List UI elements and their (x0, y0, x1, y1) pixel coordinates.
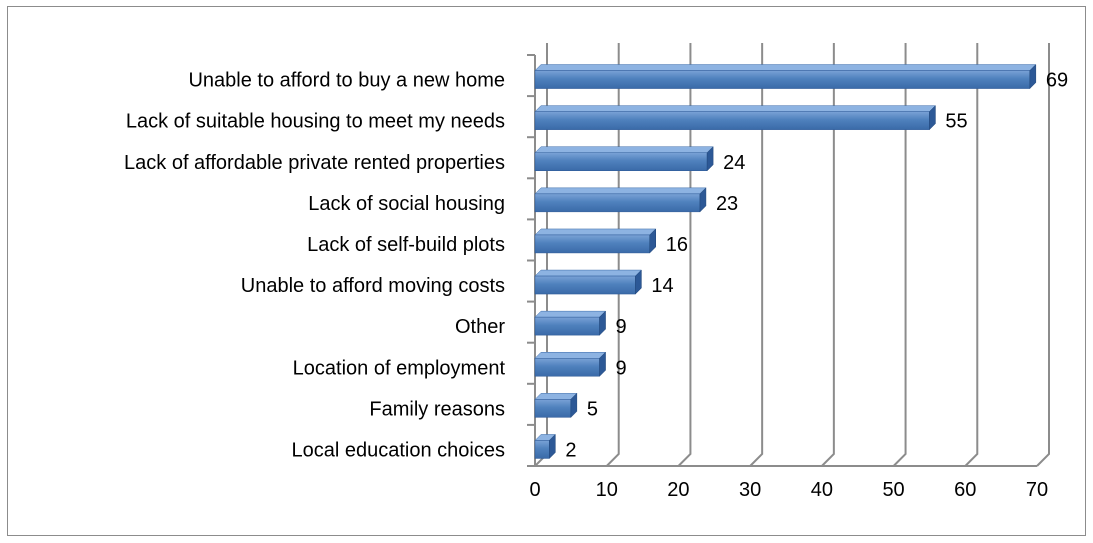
gridline (892, 43, 907, 467)
bar-side-face (635, 269, 642, 295)
bar-side-face (599, 310, 606, 336)
x-tick-label: 30 (739, 479, 761, 501)
bar-side-face (699, 187, 707, 213)
category-label: Lack of affordable private rented proper… (124, 152, 505, 174)
x-tick-label: 0 (529, 479, 540, 501)
gridline (606, 43, 620, 467)
category-label: Other (455, 316, 505, 338)
category-label: Unable to afford moving costs (241, 275, 505, 297)
bar-top-face (534, 64, 1037, 71)
gridline (677, 43, 692, 467)
bars (534, 63, 1037, 460)
data-label: 69 (1046, 70, 1068, 92)
category-label: Unable to afford to buy a new home (188, 70, 505, 92)
bar (534, 152, 708, 171)
data-label: 9 (616, 316, 627, 338)
category-label: Family reasons (369, 398, 505, 420)
category-label: Location of employment (293, 357, 506, 379)
data-label: 24 (723, 152, 745, 174)
bar-top-face (534, 310, 607, 318)
bar (534, 70, 1031, 89)
category-label: Lack of self-build plots (307, 234, 505, 256)
bar-top-face (534, 187, 707, 195)
data-label: 16 (666, 234, 688, 256)
data-label: 23 (716, 193, 738, 215)
bar (534, 440, 550, 459)
x-tick-labels: 0 10 20 30 40 50 60 70 (529, 479, 1048, 501)
gridline (1036, 43, 1050, 467)
x-tick-label: 40 (811, 479, 833, 501)
x-tick-label: 50 (882, 479, 904, 501)
gridline (821, 43, 835, 467)
bar-side-face (649, 228, 656, 254)
x-tick-label: 60 (954, 479, 976, 501)
bar-side-face (929, 105, 936, 131)
bar-top-face (534, 269, 643, 277)
bar (534, 399, 572, 418)
gridline (749, 43, 764, 467)
bar (534, 316, 600, 336)
bar-side-face (599, 351, 606, 377)
data-label: 14 (651, 275, 673, 297)
category-label: Lack of suitable housing to meet my need… (126, 111, 505, 133)
bar (534, 193, 701, 213)
bar-top-face (534, 105, 937, 112)
bar-side-face (549, 433, 556, 460)
gridline (964, 43, 979, 467)
bar-top-face (534, 146, 714, 153)
bar-side-face (706, 146, 714, 172)
bar-top-face (534, 393, 578, 400)
data-label: 2 (565, 439, 576, 461)
bar (534, 275, 636, 295)
category-labels: Unable to afford to buy a new home Lack o… (124, 70, 505, 462)
x-tick-label: 70 (1026, 479, 1048, 501)
category-label: Lack of social housing (308, 193, 505, 215)
bar (534, 234, 650, 254)
x-tick-label: 10 (596, 479, 618, 501)
x-tick-label: 20 (667, 479, 689, 501)
data-label: 55 (945, 111, 967, 133)
bar-top-face (534, 228, 657, 236)
data-label: 5 (587, 398, 598, 420)
bar-side-face (570, 392, 578, 418)
category-label: Local education choices (292, 439, 505, 461)
bar-top-face (534, 352, 607, 359)
bar-side-face (1029, 63, 1037, 90)
data-label: 9 (616, 357, 627, 379)
bar (534, 111, 930, 130)
bar (534, 358, 600, 377)
